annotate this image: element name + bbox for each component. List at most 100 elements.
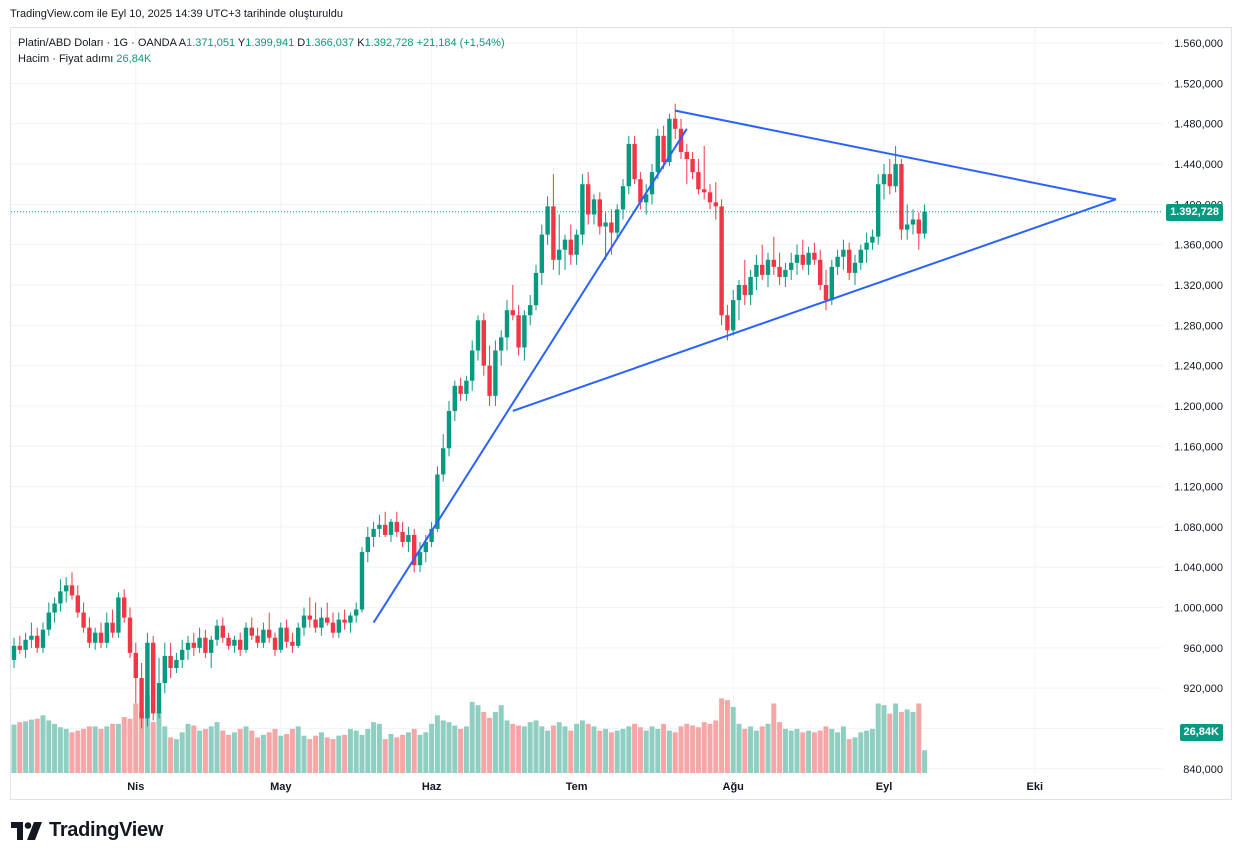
trendline bbox=[512, 198, 1117, 412]
volume-bar bbox=[423, 732, 429, 773]
volume-bar bbox=[191, 725, 197, 773]
volume-bar bbox=[898, 711, 904, 773]
trendline bbox=[675, 109, 1117, 201]
candle-body bbox=[684, 151, 689, 160]
candle-body bbox=[881, 174, 887, 185]
candle-body bbox=[644, 194, 649, 203]
candle-body bbox=[481, 320, 486, 366]
volume-bar bbox=[707, 723, 713, 773]
price-candles bbox=[11, 103, 927, 729]
gridlines bbox=[11, 28, 1163, 773]
candle-body bbox=[145, 642, 150, 719]
candle-body bbox=[180, 649, 185, 660]
volume-bar bbox=[40, 715, 46, 773]
volume-bar bbox=[614, 730, 620, 773]
volume-bar bbox=[342, 734, 348, 773]
candle-body bbox=[632, 143, 637, 180]
volume-bar bbox=[545, 730, 551, 773]
volume-bar bbox=[481, 711, 487, 773]
candle-body bbox=[412, 534, 417, 566]
candle-body bbox=[214, 625, 220, 640]
volume-bar bbox=[23, 721, 29, 773]
volume-bar bbox=[417, 734, 423, 773]
volume-bar bbox=[429, 723, 435, 773]
candle-body bbox=[800, 254, 805, 265]
candle-body bbox=[64, 585, 69, 592]
volume-bar bbox=[666, 730, 672, 773]
tradingview-logo-icon bbox=[11, 821, 42, 840]
low-value: 1.366,037 bbox=[305, 37, 355, 49]
volume-bar bbox=[765, 723, 771, 773]
x-tick-label: Tem bbox=[566, 781, 588, 793]
candle-body bbox=[609, 222, 614, 233]
candle-body bbox=[319, 617, 324, 628]
candle-body bbox=[742, 285, 747, 296]
chart-frame[interactable]: 1.560,0001.520,0001.480,0001.440,0001.40… bbox=[10, 27, 1232, 800]
candle-body bbox=[139, 678, 144, 719]
candle-body bbox=[313, 619, 318, 628]
volume-bar bbox=[916, 703, 922, 773]
candle-body bbox=[342, 619, 347, 623]
candle-body bbox=[174, 659, 179, 668]
volume-bar bbox=[278, 735, 284, 773]
volume-bar bbox=[771, 703, 777, 773]
candle-body bbox=[394, 521, 399, 532]
y-tick-label: 840,000 bbox=[1183, 764, 1223, 776]
volume-bar bbox=[516, 725, 522, 773]
x-tick-label: Haz bbox=[422, 781, 442, 793]
volume-bar bbox=[318, 732, 324, 773]
volume-bar bbox=[202, 728, 208, 773]
volume-bar bbox=[400, 734, 406, 773]
candle-body bbox=[464, 380, 469, 394]
volume-bar bbox=[492, 711, 498, 773]
y-tick-label: 1.520,000 bbox=[1174, 78, 1223, 90]
candle-body bbox=[354, 609, 359, 616]
y-tick-label: 1.120,000 bbox=[1174, 482, 1223, 494]
volume-bar bbox=[724, 700, 730, 773]
candle-body bbox=[748, 276, 753, 296]
volume-bar bbox=[394, 737, 400, 773]
x-tick-label: Eki bbox=[1027, 781, 1044, 793]
volume-bar bbox=[690, 725, 696, 773]
volume-bar bbox=[220, 730, 226, 773]
volume-bar bbox=[75, 730, 81, 773]
x-tick-label: Eyl bbox=[876, 781, 893, 793]
candle-body bbox=[835, 256, 840, 267]
y-tick-label: 1.360,000 bbox=[1174, 240, 1223, 252]
y-tick-label: 1.440,000 bbox=[1174, 159, 1223, 171]
volume-bar bbox=[458, 728, 464, 773]
volume-bar bbox=[695, 727, 701, 773]
candle-body bbox=[296, 627, 301, 646]
volume-bar bbox=[869, 728, 875, 773]
candle-body bbox=[847, 249, 852, 273]
candle-body bbox=[197, 637, 202, 648]
candle-body bbox=[702, 189, 707, 193]
candle-body bbox=[470, 350, 475, 381]
candle-body bbox=[887, 174, 892, 187]
volume-bar bbox=[411, 728, 417, 773]
candle-body bbox=[916, 219, 921, 234]
volume-bar bbox=[753, 730, 759, 773]
volume-bar bbox=[719, 698, 725, 773]
candle-body bbox=[272, 637, 278, 650]
high-value: 1.399,941 bbox=[245, 37, 295, 49]
candle-body bbox=[365, 536, 370, 553]
candle-body bbox=[52, 603, 57, 613]
volume-bar bbox=[875, 703, 881, 773]
volume-bar bbox=[208, 726, 214, 773]
volume-bar bbox=[817, 730, 823, 773]
candlestick-chart[interactable]: 1.560,0001.520,0001.480,0001.440,0001.40… bbox=[11, 28, 1231, 799]
volume-bar bbox=[922, 750, 928, 773]
tradingview-logo[interactable]: TradingView bbox=[11, 819, 163, 842]
candle-body bbox=[232, 639, 237, 646]
volume-bar bbox=[881, 705, 887, 773]
candle-body bbox=[562, 239, 568, 250]
candle-body bbox=[93, 632, 98, 643]
volume-bar bbox=[632, 723, 638, 773]
volume-bar bbox=[231, 732, 237, 773]
candle-body bbox=[116, 597, 121, 633]
candle-body bbox=[545, 206, 550, 235]
candle-body bbox=[429, 528, 434, 542]
volume-bar bbox=[835, 732, 841, 773]
candle-body bbox=[858, 249, 863, 263]
